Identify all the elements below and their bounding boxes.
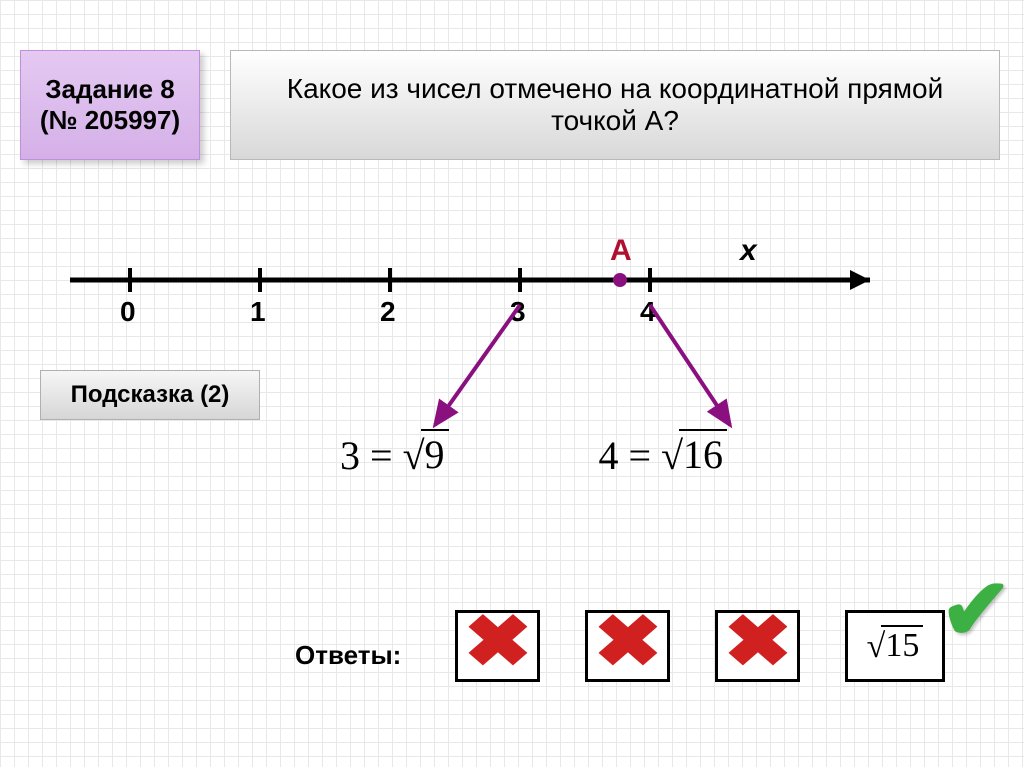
- wrong-icon: ✖: [593, 599, 662, 683]
- task-label-2: (№ 205997): [40, 105, 180, 136]
- eq2-lhs: 4: [599, 433, 619, 478]
- answers-row: ✖ ✖ ✖ √15: [455, 610, 945, 682]
- task-label-1: Задание 8: [45, 74, 175, 105]
- check-icon: ✔: [940, 560, 1012, 660]
- tick-label-3: 3: [510, 296, 526, 328]
- tick-label-0: 0: [120, 296, 136, 328]
- number-line: 0 1 2 3 4 A x: [40, 240, 890, 340]
- equation-2: 4 = √16: [599, 430, 728, 479]
- task-badge: Задание 8 (№ 205997): [20, 50, 200, 160]
- wrong-icon: ✖: [723, 599, 792, 683]
- eq2-rad: 16: [679, 429, 727, 478]
- answer-option-2[interactable]: ✖: [585, 610, 670, 682]
- wrong-icon: ✖: [463, 599, 532, 683]
- axis-label: x: [740, 234, 757, 268]
- question-box: Какое из чисел отмечено на координатной …: [230, 50, 1000, 160]
- answer-option-1[interactable]: ✖: [455, 610, 540, 682]
- answer-option-3[interactable]: ✖: [715, 610, 800, 682]
- eq1-lhs: 3: [340, 433, 360, 478]
- hint-equations: 3 = √9 4 = √16: [340, 430, 867, 479]
- answer-4-value: 15: [881, 625, 923, 665]
- tick-label-4: 4: [640, 296, 656, 328]
- hint-label: Подсказка (2): [71, 381, 230, 409]
- question-text: Какое из чисел отмечено на координатной …: [281, 73, 949, 137]
- equation-1: 3 = √9: [340, 430, 449, 479]
- tick-label-2: 2: [380, 296, 396, 328]
- eq1-rad: 9: [421, 429, 449, 478]
- point-label: A: [610, 234, 632, 268]
- tick-label-1: 1: [250, 296, 266, 328]
- answers-label: Ответы:: [295, 640, 401, 671]
- hint-button[interactable]: Подсказка (2): [40, 370, 260, 420]
- answer-option-4[interactable]: √15: [845, 610, 945, 682]
